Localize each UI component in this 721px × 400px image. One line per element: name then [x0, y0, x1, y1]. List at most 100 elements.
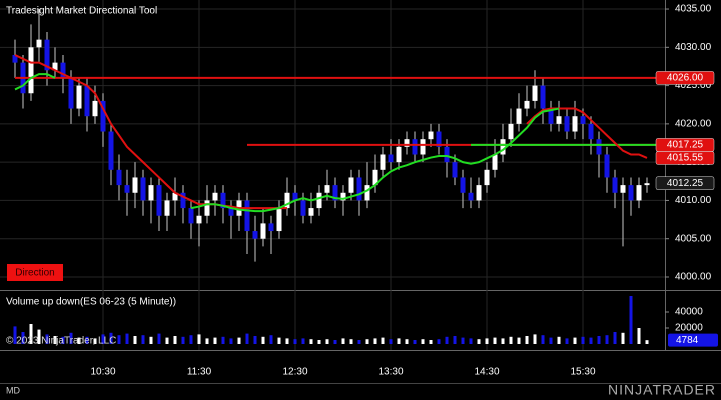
- candle-body: [348, 177, 354, 193]
- y-tick-label: 20000: [675, 323, 703, 334]
- candle-body: [84, 85, 90, 117]
- volume-bar: [93, 338, 97, 344]
- candle-body: [220, 192, 226, 209]
- volume-bar: [29, 324, 33, 344]
- candle-body: [604, 154, 610, 178]
- volume-bar: [181, 336, 185, 344]
- volume-bar: [13, 326, 17, 344]
- candle-body: [244, 200, 250, 232]
- candle-body: [60, 62, 66, 78]
- candle-body: [572, 116, 578, 132]
- candle-body: [564, 116, 570, 132]
- volume-bar: [381, 337, 385, 344]
- price-box-label: 4015.55: [667, 153, 704, 164]
- candle-body: [300, 200, 306, 216]
- volume-bar: [541, 335, 545, 344]
- volume-bar: [613, 332, 617, 344]
- candle-body: [524, 100, 530, 109]
- price-box-label: 4017.25: [667, 140, 704, 151]
- volume-bar: [149, 336, 153, 344]
- volume-bar: [37, 329, 41, 344]
- volume-bar: [445, 336, 449, 344]
- y-tick-label: 4035.00: [675, 4, 712, 15]
- copyright: © 2023 NinjaTrader, LLC: [6, 336, 116, 347]
- candle-body: [204, 200, 210, 216]
- candle-body: [180, 192, 186, 209]
- volume-bar: [501, 338, 505, 344]
- volume-bar: [413, 340, 417, 344]
- volume-bar: [309, 339, 313, 344]
- volume-bar: [645, 340, 649, 344]
- volume-bar: [109, 332, 113, 344]
- candle-body: [452, 162, 458, 178]
- candle-body: [620, 185, 626, 193]
- candle-body: [596, 139, 602, 155]
- candle-body: [612, 177, 618, 193]
- candle-body: [540, 85, 546, 109]
- volume-bar: [405, 339, 409, 344]
- volume-bar: [597, 336, 601, 344]
- y-tick-label: 4030.00: [675, 42, 712, 53]
- candle-body: [140, 177, 146, 201]
- volume-bar: [101, 334, 105, 344]
- candle-body: [460, 177, 466, 193]
- candle-body: [12, 54, 18, 63]
- volume-bar: [85, 336, 89, 344]
- candle-body: [44, 39, 50, 71]
- logo: NINJATRADER: [608, 382, 716, 398]
- candle-body: [164, 200, 170, 216]
- y-tick-label: 4025.00: [675, 80, 712, 91]
- volume-bar: [341, 338, 345, 344]
- volume-bar: [581, 336, 585, 344]
- volume-bar: [77, 337, 81, 344]
- price-box: [655, 151, 715, 165]
- volume-bar: [525, 336, 529, 344]
- volume-bar: [533, 334, 537, 344]
- volume-bar: [453, 336, 457, 344]
- candle-body: [36, 39, 42, 48]
- indicator-line: [14, 54, 648, 210]
- direction-box: [7, 264, 63, 281]
- marks: [12, 9, 665, 344]
- y-tick-label: 4010.00: [675, 195, 712, 206]
- candle-body: [492, 154, 498, 170]
- volume-title: Volume up down(ES 06-23 (5 Minute)): [6, 297, 176, 308]
- volume-bar: [69, 332, 73, 344]
- candle-body: [284, 192, 290, 209]
- volume-bar: [429, 340, 433, 344]
- candle-body: [212, 192, 218, 201]
- volume-bar: [285, 338, 289, 344]
- labels: 4000.004005.004010.004015.004020.004025.…: [90, 4, 718, 378]
- indicator-line: [14, 73, 560, 213]
- volume-bar: [141, 335, 145, 344]
- candle-body: [316, 192, 322, 209]
- x-tick-label: 12:30: [282, 367, 307, 378]
- candle-body: [468, 192, 474, 201]
- candle-body: [484, 169, 490, 186]
- candle-body: [172, 192, 178, 201]
- volume-bar: [421, 339, 425, 344]
- x-tick-label: 14:30: [474, 367, 499, 378]
- candle-body: [404, 139, 410, 147]
- volume-bar: [373, 338, 377, 344]
- volume-bar: [437, 339, 441, 344]
- candle-body: [268, 223, 274, 232]
- volume-bar: [365, 339, 369, 344]
- candle-body: [372, 169, 378, 186]
- x-tick-label: 11:30: [187, 367, 212, 378]
- x-tick-label: 15:30: [570, 367, 595, 378]
- volume-bar: [605, 335, 609, 344]
- volume-bar: [157, 333, 161, 344]
- volume-bar: [477, 339, 481, 344]
- candle-body: [396, 146, 402, 163]
- volume-bar: [125, 333, 129, 344]
- volume-bar: [333, 340, 337, 344]
- candle-body: [116, 169, 122, 186]
- candle-body: [644, 183, 650, 186]
- y-tick-label: 4000.00: [675, 272, 712, 283]
- candle-body: [500, 139, 506, 155]
- volume-bar: [277, 337, 281, 344]
- candle-body: [444, 146, 450, 163]
- candle-body: [68, 77, 74, 109]
- y-tick-label: 4005.00: [675, 233, 712, 244]
